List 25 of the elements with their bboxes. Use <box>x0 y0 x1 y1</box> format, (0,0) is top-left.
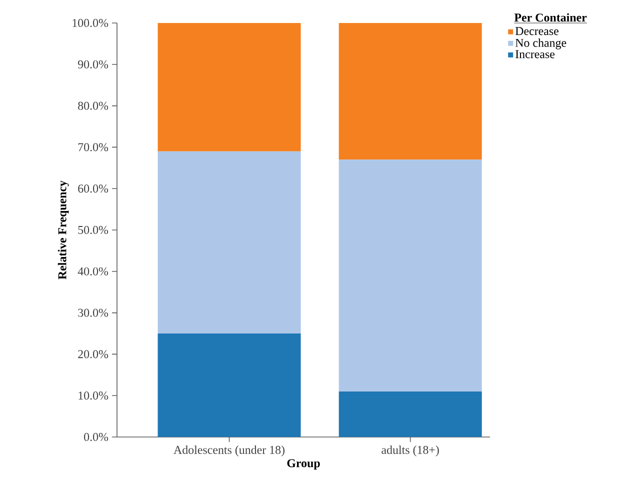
legend-label: Increase <box>516 50 555 58</box>
y-tick-label: 90.0% <box>78 60 108 68</box>
bar <box>338 391 482 437</box>
legend-label: No change <box>515 38 566 50</box>
legend-label: Decrease <box>515 27 558 36</box>
y-tick-label: 20.0% <box>78 350 108 358</box>
y-tick-label: 70.0% <box>78 143 108 152</box>
bar <box>338 160 482 392</box>
bar <box>158 333 301 437</box>
x-axis-title: Group <box>287 459 320 470</box>
bar <box>338 22 482 160</box>
legend-title: Per Container <box>514 13 587 22</box>
y-tick-label: 10.0% <box>78 392 108 400</box>
y-axis-title: Relative Frequency <box>58 180 69 280</box>
y-tick-label: 80.0% <box>78 102 108 110</box>
x-tick-label: Adolescents (under 18) <box>174 446 285 456</box>
y-tick-label: 100.0% <box>72 18 108 28</box>
y-tick-label: 60.0% <box>78 184 108 193</box>
y-tick-label: 40.0% <box>78 267 108 276</box>
y-tick-label: 0.0% <box>84 432 108 442</box>
y-tick-label: 50.0% <box>78 226 108 234</box>
bar <box>158 22 301 152</box>
y-tick-label: 30.0% <box>78 308 108 317</box>
bar <box>158 151 301 334</box>
x-tick-label: adults (18+) <box>382 446 439 456</box>
